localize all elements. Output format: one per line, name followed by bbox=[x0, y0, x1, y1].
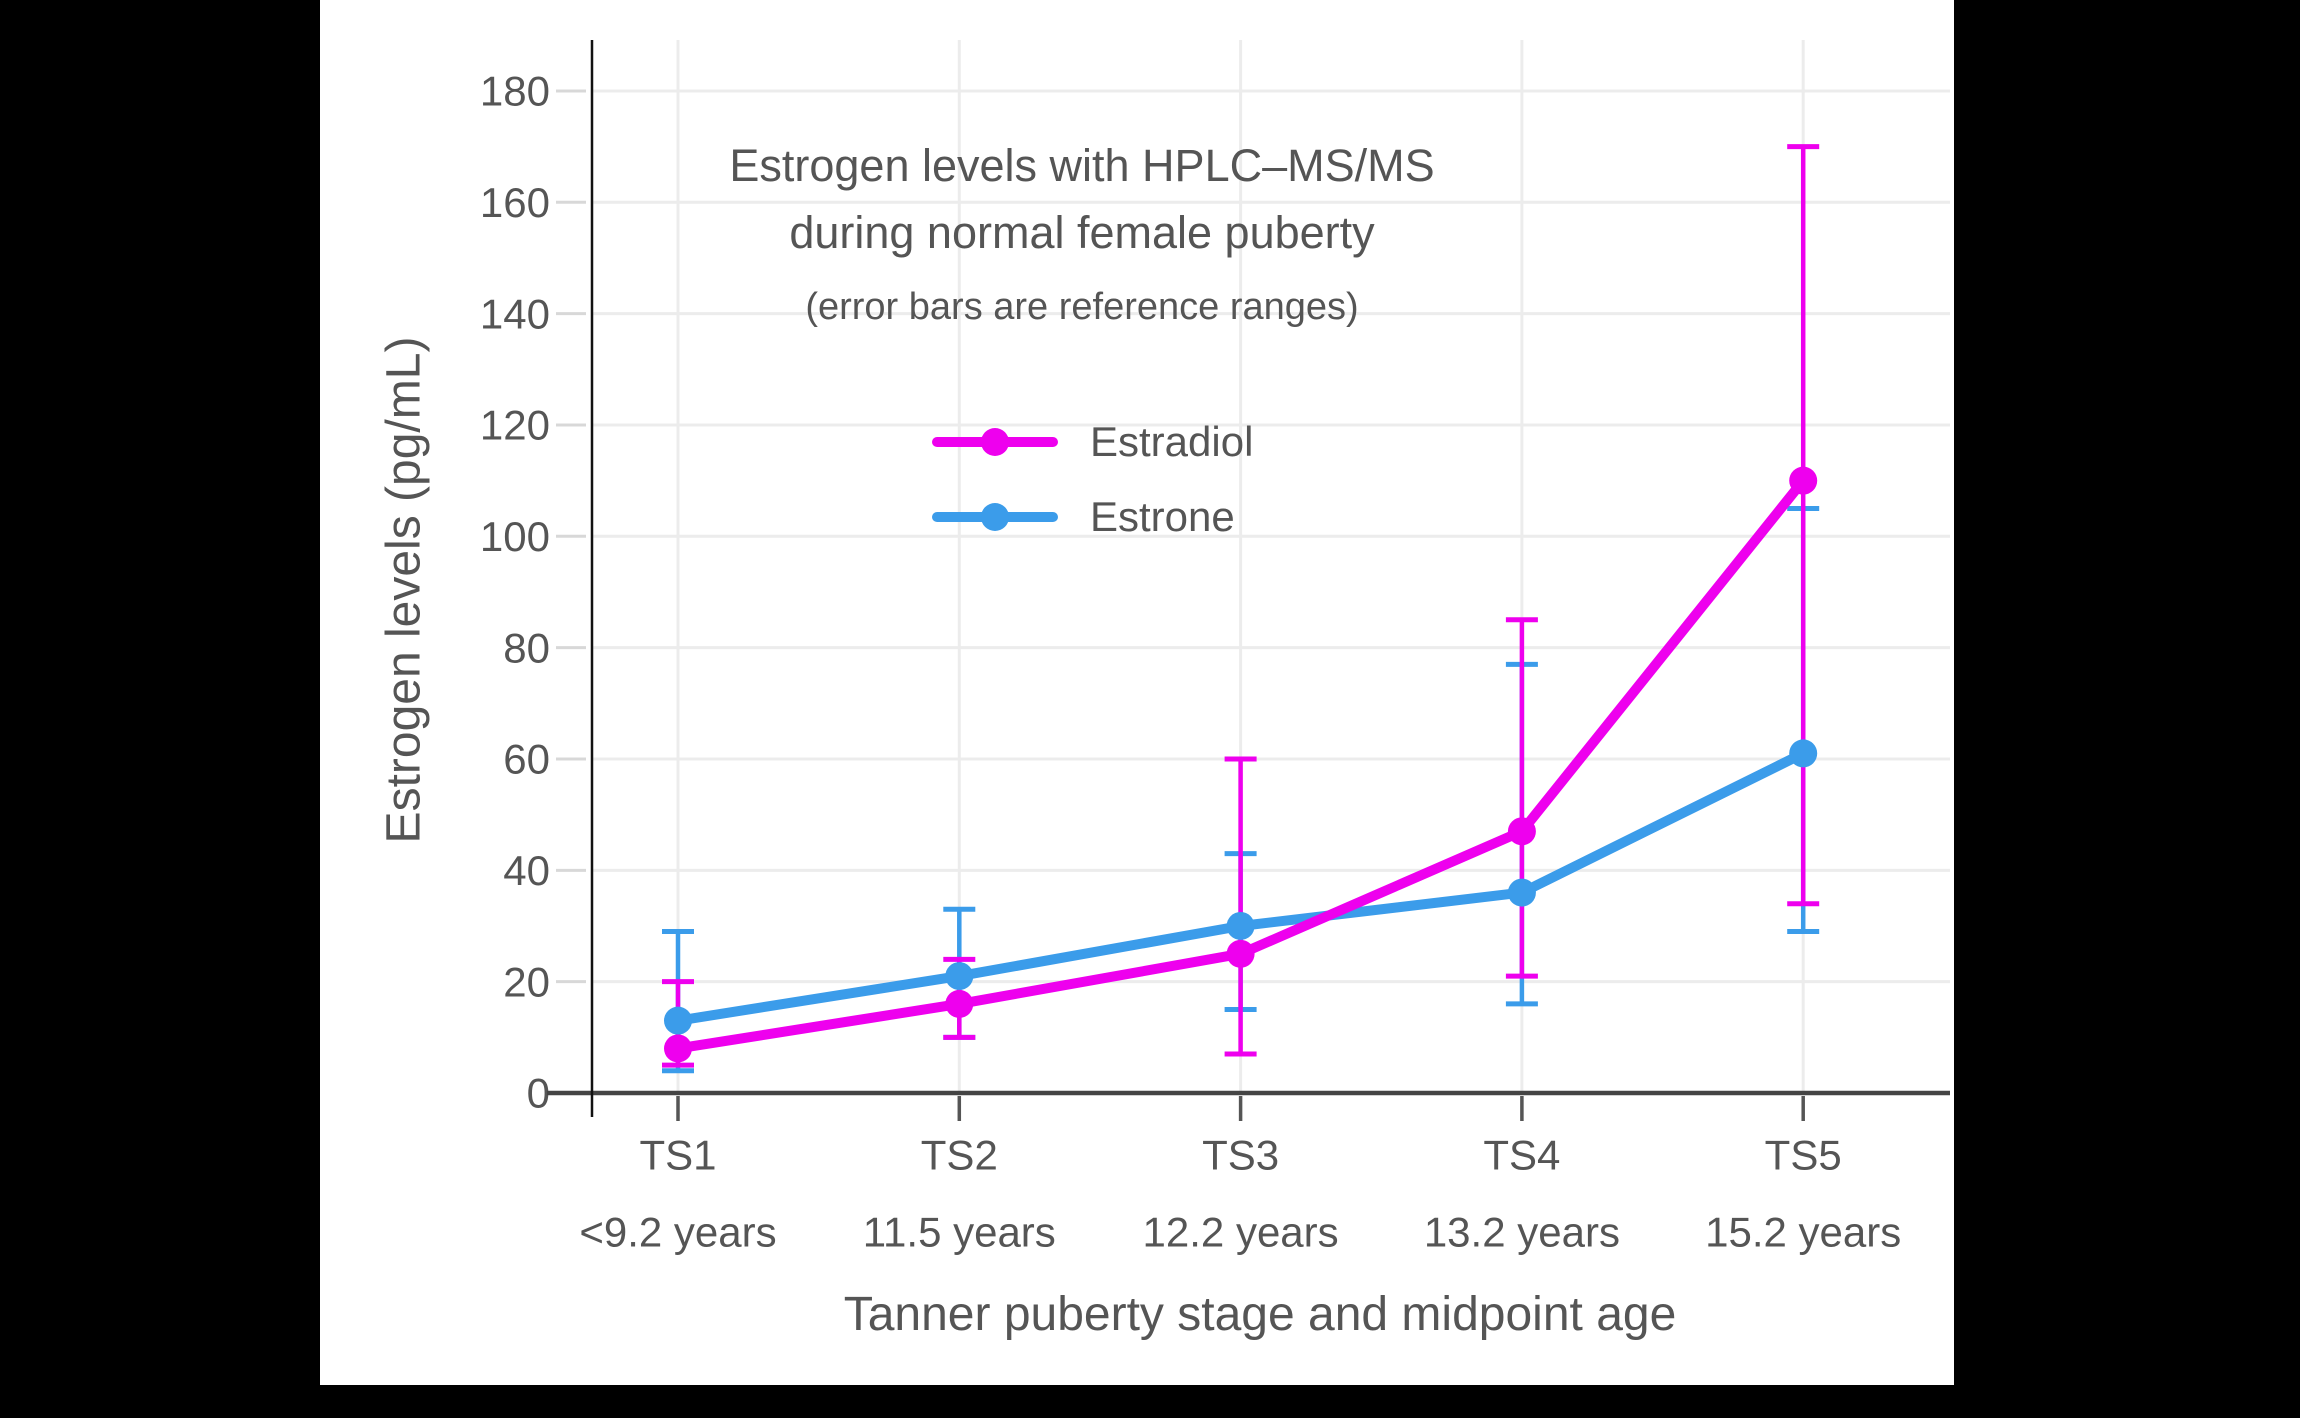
estradiol-marker bbox=[1789, 466, 1818, 495]
estrone-dot-icon bbox=[981, 503, 1009, 531]
estrone-marker bbox=[1507, 878, 1536, 907]
y-tick-label: 140 bbox=[480, 290, 550, 337]
y-tick-label: 160 bbox=[480, 179, 550, 226]
legend-label: Estrone bbox=[1090, 493, 1235, 540]
estradiol-marker bbox=[1226, 939, 1255, 968]
estrone-marker bbox=[664, 1006, 692, 1035]
legend: Estradiol Estrone bbox=[932, 414, 1253, 564]
y-tick-label: 20 bbox=[503, 958, 550, 1005]
chart-title-line1: Estrogen levels with HPLC–MS/MS bbox=[729, 140, 1435, 191]
x-age-label: <9.2 years bbox=[579, 1209, 776, 1256]
chart-title-line2: during normal female puberty bbox=[789, 207, 1375, 258]
legend-label: Estradiol bbox=[1090, 418, 1254, 465]
estradiol-marker bbox=[1507, 817, 1536, 846]
estradiol-dot-icon bbox=[981, 428, 1009, 456]
y-tick-label: 60 bbox=[503, 736, 550, 783]
legend-item-estradiol: Estradiol bbox=[932, 414, 1253, 470]
x-tick-label: TS4 bbox=[1483, 1132, 1560, 1179]
estrone-marker bbox=[1226, 911, 1255, 940]
x-tick-label: TS5 bbox=[1765, 1132, 1842, 1179]
chart-figure: 0 20 40 60 80 100 120 140 160 180 TS1 <9.2 years TS2… bbox=[320, 0, 1954, 1385]
y-tick-label: 80 bbox=[503, 624, 550, 671]
x-age-label: 13.2 years bbox=[1424, 1209, 1620, 1256]
x-tick-label: TS2 bbox=[921, 1132, 998, 1179]
y-tick-label: 180 bbox=[480, 68, 550, 115]
y-axis-title: Estrogen levels (pg/mL) bbox=[377, 336, 431, 844]
y-tick-label: 100 bbox=[480, 513, 550, 560]
x-age-label: 15.2 years bbox=[1705, 1209, 1901, 1256]
x-age-label: 11.5 years bbox=[863, 1209, 1056, 1256]
estrone-line-marker-icon bbox=[932, 503, 1058, 531]
estrone-marker bbox=[1789, 739, 1818, 768]
plot-area: 0 20 40 60 80 100 120 140 160 180 TS1 <9.2 years TS2… bbox=[480, 40, 1950, 1256]
y-tick-label: 40 bbox=[503, 847, 550, 894]
x-axis-title: Tanner puberty stage and midpoint age bbox=[843, 1288, 1677, 1341]
legend-item-estrone: Estrone bbox=[932, 489, 1253, 545]
y-tick-label: 120 bbox=[480, 402, 550, 449]
x-tick-label: TS1 bbox=[639, 1132, 716, 1179]
estradiol-marker bbox=[945, 989, 974, 1018]
estradiol-marker bbox=[664, 1034, 692, 1063]
estrone-marker bbox=[945, 962, 974, 991]
estradiol-line-marker-icon bbox=[932, 428, 1058, 456]
x-tick-label: TS3 bbox=[1202, 1132, 1279, 1179]
y-tick-label: 0 bbox=[527, 1070, 550, 1117]
chart-subtitle: (error bars are reference ranges) bbox=[805, 286, 1359, 328]
x-age-label: 12.2 years bbox=[1143, 1209, 1339, 1256]
